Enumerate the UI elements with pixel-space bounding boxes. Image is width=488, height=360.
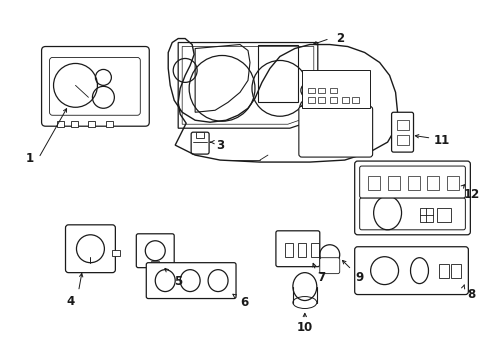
Text: 8: 8: [466, 288, 474, 301]
Bar: [112, 250, 120, 256]
Text: 5: 5: [174, 275, 182, 288]
Bar: [419, 208, 432, 222]
Bar: [439, 264, 448, 278]
FancyBboxPatch shape: [136, 234, 174, 268]
Bar: [407, 176, 419, 190]
FancyBboxPatch shape: [319, 258, 339, 274]
Bar: [427, 176, 439, 190]
Text: 1: 1: [25, 152, 34, 165]
Bar: [307, 88, 314, 93]
FancyBboxPatch shape: [359, 166, 465, 198]
FancyBboxPatch shape: [359, 198, 465, 230]
Bar: [310, 243, 318, 257]
Bar: [317, 88, 324, 93]
Bar: [88, 121, 95, 127]
Text: 7: 7: [317, 271, 325, 284]
Bar: [317, 97, 324, 103]
Bar: [387, 176, 399, 190]
Text: 2: 2: [335, 32, 343, 45]
Bar: [396, 120, 407, 130]
Bar: [307, 97, 314, 103]
Bar: [151, 261, 159, 265]
FancyBboxPatch shape: [41, 46, 149, 126]
Bar: [367, 176, 379, 190]
Bar: [351, 97, 358, 103]
Bar: [285, 243, 292, 257]
FancyBboxPatch shape: [146, 263, 236, 298]
Bar: [106, 121, 113, 127]
Text: 10: 10: [296, 321, 312, 334]
Text: 12: 12: [462, 188, 479, 202]
FancyBboxPatch shape: [275, 231, 319, 267]
Bar: [329, 97, 336, 103]
Text: 4: 4: [66, 295, 75, 308]
FancyBboxPatch shape: [391, 112, 413, 152]
Bar: [447, 176, 458, 190]
Text: 9: 9: [355, 271, 363, 284]
Bar: [329, 88, 336, 93]
Bar: [301, 71, 369, 108]
Text: 11: 11: [432, 134, 448, 147]
FancyBboxPatch shape: [65, 225, 115, 273]
Bar: [71, 121, 78, 127]
FancyBboxPatch shape: [298, 106, 372, 157]
Text: 6: 6: [240, 296, 247, 309]
Bar: [450, 264, 461, 278]
Bar: [396, 135, 407, 145]
Bar: [297, 243, 305, 257]
Bar: [57, 121, 63, 127]
FancyBboxPatch shape: [191, 132, 209, 154]
Text: 3: 3: [216, 139, 224, 152]
Bar: [437, 208, 450, 222]
FancyBboxPatch shape: [354, 247, 468, 294]
FancyBboxPatch shape: [49, 58, 140, 115]
Bar: [341, 97, 348, 103]
FancyBboxPatch shape: [354, 161, 469, 235]
Bar: [196, 132, 203, 138]
